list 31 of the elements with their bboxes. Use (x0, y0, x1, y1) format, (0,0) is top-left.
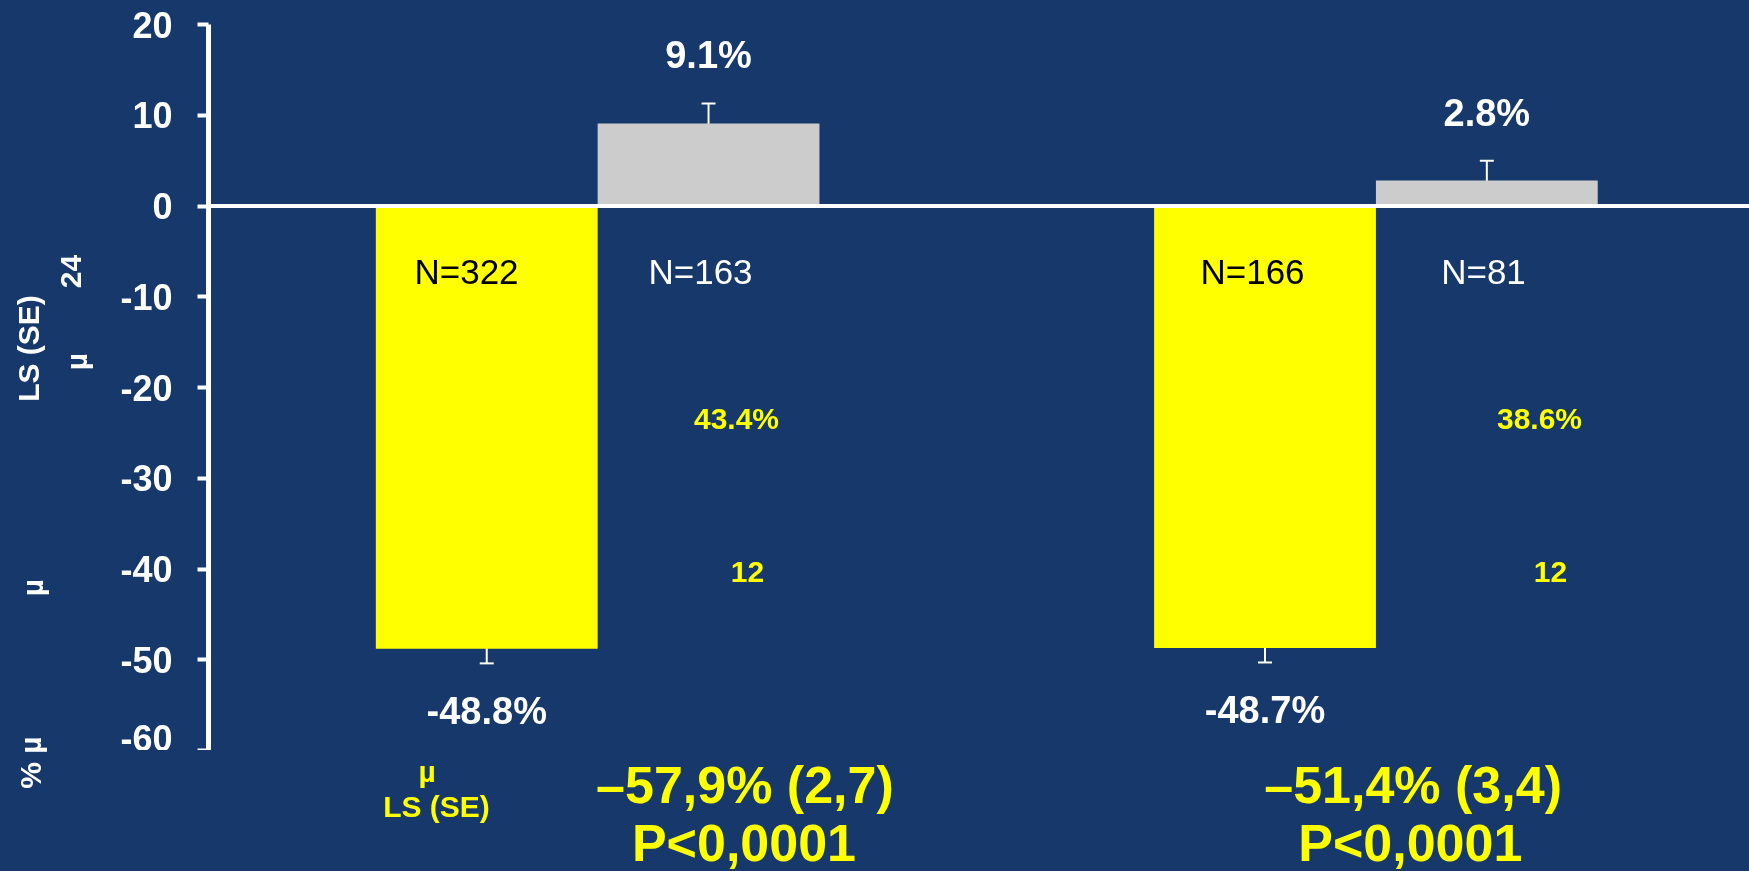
text: –51,4% (3,4) (1264, 755, 1562, 814)
annotation: N=163 (648, 252, 753, 291)
annotation: N=81 (1441, 252, 1526, 291)
text: µ (418, 755, 436, 788)
text: µ (16, 578, 49, 597)
text: LS (SE) (12, 295, 45, 402)
text: –57,9% (2,7) (596, 755, 894, 814)
text: LS (SE) (383, 790, 490, 823)
y-tick-label: -10 (120, 276, 173, 318)
data-label: -48.8% (426, 690, 547, 733)
text: P<0,0001 (631, 813, 857, 871)
text: P<0,0001 (1298, 813, 1523, 871)
text: % µ (14, 736, 47, 789)
y-tick-label: -50 (120, 639, 173, 681)
data-label: 2.8% (1443, 91, 1531, 134)
y-tick-label: 20 (132, 4, 173, 46)
data-label: 9.1% (665, 34, 752, 77)
text: 24 (53, 254, 87, 289)
annotation: 12 (730, 554, 765, 588)
y-tick-label: -40 (120, 549, 173, 590)
annotation: N=166 (1200, 252, 1305, 291)
y-tick-label: -30 (120, 458, 173, 500)
text: µ (60, 352, 93, 371)
annotation: 12 (1533, 554, 1568, 588)
data-label: -48.7% (1204, 689, 1326, 732)
annotation: 43.4% (693, 402, 780, 435)
y-tick-label: 0 (152, 186, 173, 227)
y-tick-label: 10 (132, 95, 173, 137)
y-tick-label: -20 (120, 367, 173, 409)
annotation: 38.6% (1496, 402, 1583, 435)
annotation: N=322 (414, 252, 519, 291)
